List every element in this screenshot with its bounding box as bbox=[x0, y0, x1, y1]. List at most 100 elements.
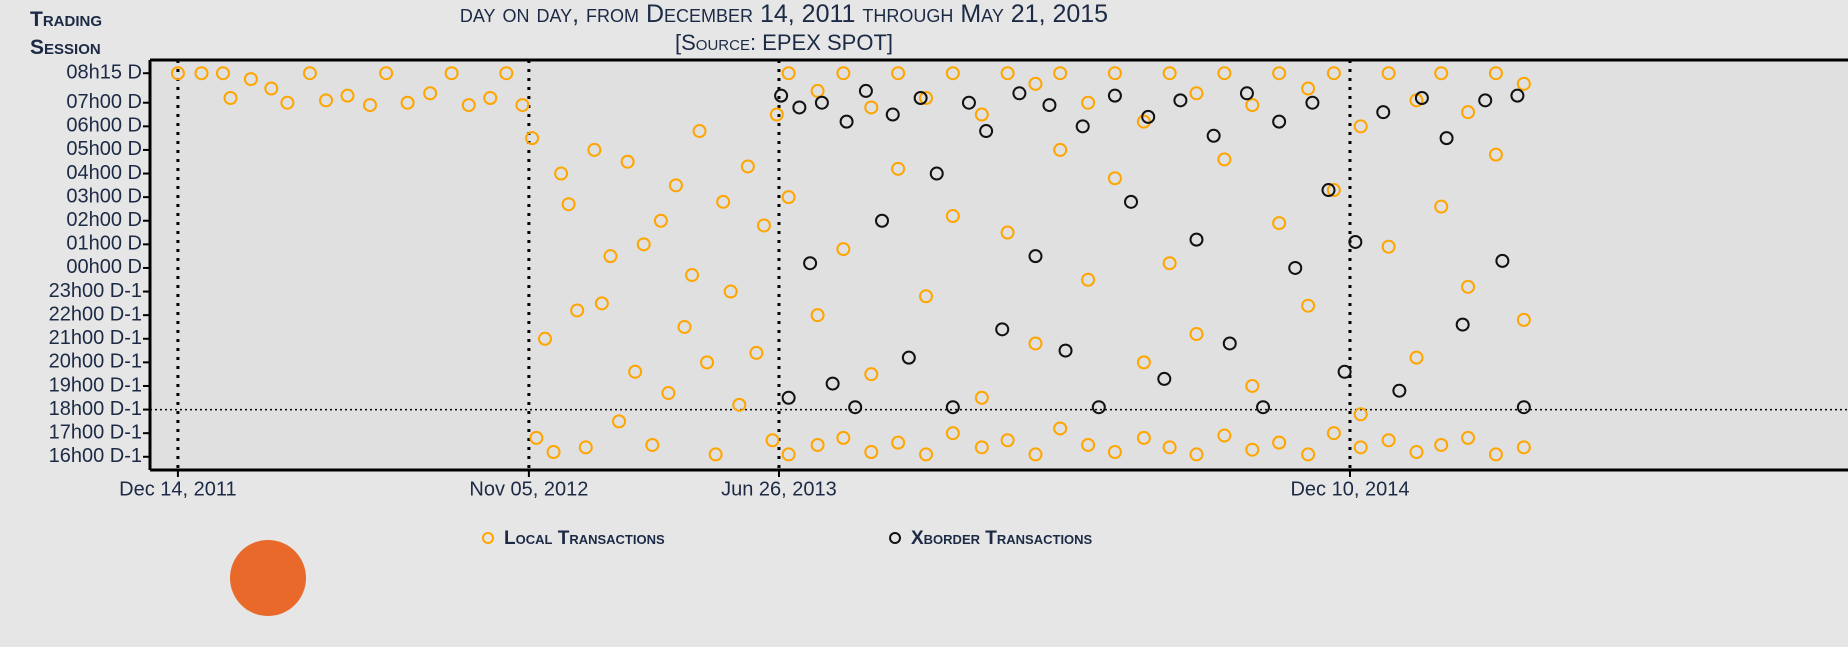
point bbox=[1337, 364, 1352, 379]
point bbox=[280, 95, 295, 110]
point bbox=[1053, 66, 1068, 81]
point bbox=[1461, 430, 1476, 445]
point bbox=[974, 107, 989, 122]
point bbox=[223, 91, 238, 106]
point bbox=[945, 426, 960, 441]
point bbox=[461, 98, 476, 113]
point bbox=[628, 364, 643, 379]
point bbox=[668, 178, 683, 193]
point bbox=[1245, 442, 1260, 457]
point bbox=[1058, 343, 1073, 358]
point bbox=[1053, 421, 1068, 436]
point bbox=[1392, 383, 1407, 398]
point bbox=[1321, 183, 1336, 198]
point bbox=[1434, 66, 1449, 81]
point bbox=[1353, 119, 1368, 134]
point bbox=[1516, 76, 1531, 91]
x-tick-label: Nov 05, 2012 bbox=[469, 478, 588, 500]
point bbox=[1409, 350, 1424, 365]
point bbox=[919, 289, 934, 304]
point bbox=[264, 81, 279, 96]
point bbox=[1000, 66, 1015, 81]
y-tick-label: 17h00 D-1 bbox=[49, 421, 142, 443]
point bbox=[1081, 272, 1096, 287]
point bbox=[1353, 440, 1368, 455]
point bbox=[836, 66, 851, 81]
point bbox=[732, 397, 747, 412]
point bbox=[1376, 105, 1391, 120]
point bbox=[1455, 317, 1470, 332]
point bbox=[1326, 426, 1341, 441]
point bbox=[636, 237, 651, 252]
point bbox=[1348, 234, 1363, 249]
point bbox=[891, 161, 906, 176]
point bbox=[1305, 95, 1320, 110]
y-tick-label: 16h00 D-1 bbox=[49, 445, 142, 467]
point bbox=[546, 445, 561, 460]
point bbox=[1326, 66, 1341, 81]
point bbox=[1222, 336, 1237, 351]
point bbox=[1107, 88, 1122, 103]
point bbox=[716, 194, 731, 209]
point bbox=[1434, 199, 1449, 214]
point bbox=[1439, 131, 1454, 146]
point bbox=[645, 437, 660, 452]
y-tick-label: 08h15 D bbox=[66, 61, 142, 83]
point bbox=[1042, 98, 1057, 113]
point bbox=[901, 350, 916, 365]
y-tick-label: 07h00 D bbox=[66, 91, 142, 113]
point bbox=[858, 83, 873, 98]
point bbox=[1488, 147, 1503, 162]
point bbox=[919, 447, 934, 462]
point bbox=[215, 66, 230, 81]
y-axis-label: Trading Session bbox=[30, 8, 102, 59]
point bbox=[723, 284, 738, 299]
point bbox=[570, 303, 585, 318]
point bbox=[1301, 81, 1316, 96]
point bbox=[483, 91, 498, 106]
point bbox=[810, 83, 825, 98]
point bbox=[1028, 447, 1043, 462]
point bbox=[1012, 86, 1027, 101]
point bbox=[1189, 86, 1204, 101]
point bbox=[1028, 336, 1043, 351]
point bbox=[1189, 327, 1204, 342]
point bbox=[1141, 109, 1156, 124]
point bbox=[919, 91, 934, 106]
point bbox=[1028, 76, 1043, 91]
point bbox=[1081, 437, 1096, 452]
point bbox=[692, 124, 707, 139]
point bbox=[891, 435, 906, 450]
point bbox=[810, 437, 825, 452]
point bbox=[781, 447, 796, 462]
point bbox=[340, 88, 355, 103]
y-tick-label: 05h00 D bbox=[66, 138, 142, 160]
y-tick-label: 23h00 D-1 bbox=[49, 280, 142, 302]
point bbox=[1189, 232, 1204, 247]
point bbox=[1217, 428, 1232, 443]
point bbox=[677, 319, 692, 334]
legend-marker bbox=[482, 532, 494, 544]
point bbox=[170, 66, 185, 81]
point bbox=[1272, 66, 1287, 81]
point bbox=[561, 197, 576, 212]
point bbox=[769, 107, 784, 122]
point bbox=[578, 440, 593, 455]
point bbox=[661, 386, 676, 401]
point bbox=[1488, 447, 1503, 462]
point bbox=[1381, 433, 1396, 448]
point bbox=[587, 142, 602, 157]
point bbox=[864, 445, 879, 460]
y-tick-label: 03h00 D bbox=[66, 185, 142, 207]
point bbox=[1173, 93, 1188, 108]
point bbox=[961, 95, 976, 110]
point bbox=[1301, 447, 1316, 462]
point bbox=[620, 154, 635, 169]
plot-area bbox=[150, 60, 1848, 470]
y-tick-label: 21h00 D-1 bbox=[49, 327, 142, 349]
point bbox=[603, 249, 618, 264]
legend-marker bbox=[889, 532, 901, 544]
point bbox=[885, 107, 900, 122]
point bbox=[1461, 105, 1476, 120]
